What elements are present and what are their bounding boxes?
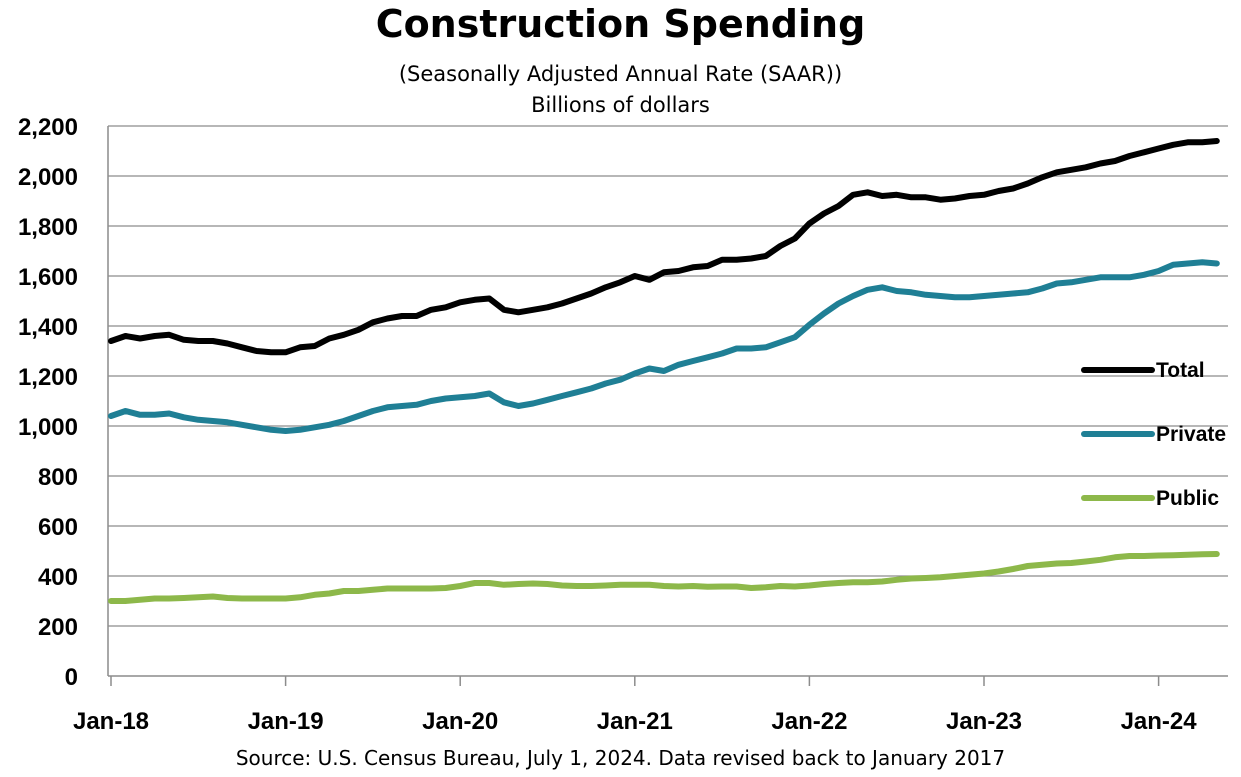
y-tick-label: 1,600 (18, 264, 78, 291)
y-tick-label: 1,400 (18, 314, 78, 341)
gridlines (108, 125, 1228, 627)
series-line-total (108, 138, 1220, 356)
legend-label-public: Public (1156, 487, 1219, 510)
series-line-public (108, 551, 1220, 604)
legend-label-total: Total (1156, 359, 1205, 382)
x-tick-label: Jan-24 (1121, 708, 1198, 735)
y-tick-label: 1,800 (18, 214, 78, 241)
y-axis-tick-labels: 0 200 400 600 800 1,000 1,200 1,400 1,600 1,800 2,… (18, 114, 78, 691)
y-tick-label: 200 (38, 614, 78, 641)
series-lines (108, 138, 1220, 604)
x-tick-label: Jan-19 (248, 708, 324, 735)
x-tick-label: Jan-21 (597, 708, 673, 735)
y-tick-label: 800 (38, 464, 78, 491)
chart-units-label: Billions of dollars (531, 93, 710, 117)
y-tick-label: 0 (65, 664, 78, 691)
x-tick-label: Jan-22 (771, 708, 847, 735)
y-tick-label: 1,000 (18, 414, 78, 441)
legend-label-private: Private (1156, 423, 1226, 446)
x-tick-label: Jan-23 (946, 708, 1022, 735)
y-tick-label: 1,200 (18, 364, 78, 391)
y-tick-label: 400 (38, 564, 78, 591)
legend: Total Private Public (1081, 359, 1226, 510)
chart-source-note: Source: U.S. Census Bureau, July 1, 2024… (235, 746, 1006, 770)
x-tick-label: Jan-20 (422, 708, 498, 735)
x-axis-tick-labels: Jan-18 Jan-19 Jan-20 Jan-21 Jan-22 Jan-23 Jan-… (73, 708, 1197, 735)
chart-title: Construction Spending (375, 2, 866, 46)
axes (107, 126, 1228, 686)
x-tick-label: Jan-18 (73, 708, 149, 735)
chart-subtitle: (Seasonally Adjusted Annual Rate (SAAR)) (398, 62, 843, 86)
y-tick-label: 600 (38, 514, 78, 541)
y-tick-label: 2,000 (18, 164, 78, 191)
series-line-private (108, 259, 1220, 434)
y-tick-label: 2,200 (18, 114, 78, 141)
